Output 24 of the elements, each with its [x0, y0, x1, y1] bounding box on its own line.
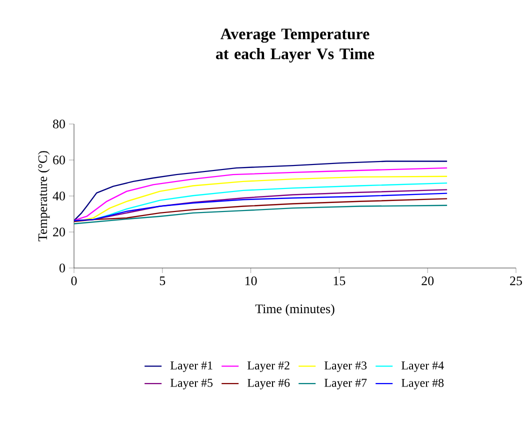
x-tick-label: 25	[510, 276, 522, 286]
x-tick-label: 0	[71, 276, 77, 286]
chart-title: Average Temperature at each Layer Vs Time	[216, 28, 374, 63]
x-tick-label: 20	[422, 276, 434, 286]
legend-label: Layer #5	[170, 378, 213, 390]
legend-label: Layer #1	[170, 361, 212, 372]
legend-label: Layer #7	[324, 378, 367, 390]
line-series	[74, 198, 448, 222]
legend-label: Layer #6	[248, 378, 290, 390]
x-axis-title: Time (minutes)	[255, 304, 334, 316]
y-tick-label: 60	[53, 156, 65, 164]
line-series	[74, 204, 448, 224]
x-tick-label: 15	[334, 276, 346, 286]
y-tick-label: 40	[52, 192, 65, 200]
legend-label: Layer #8	[402, 378, 444, 390]
x-tick-label: 5	[160, 276, 166, 286]
y-tick-label: 20	[53, 228, 65, 236]
legend-label: Layer #4	[402, 361, 444, 372]
legend-label: Layer #2	[248, 361, 290, 372]
y-tick-label: 0	[60, 264, 65, 272]
x-tick-label: 10	[245, 276, 257, 286]
y-tick-label: 80	[53, 120, 65, 128]
y-axis-title: Temperature (°C)	[38, 151, 50, 242]
legend-label: Layer #3	[324, 361, 367, 372]
